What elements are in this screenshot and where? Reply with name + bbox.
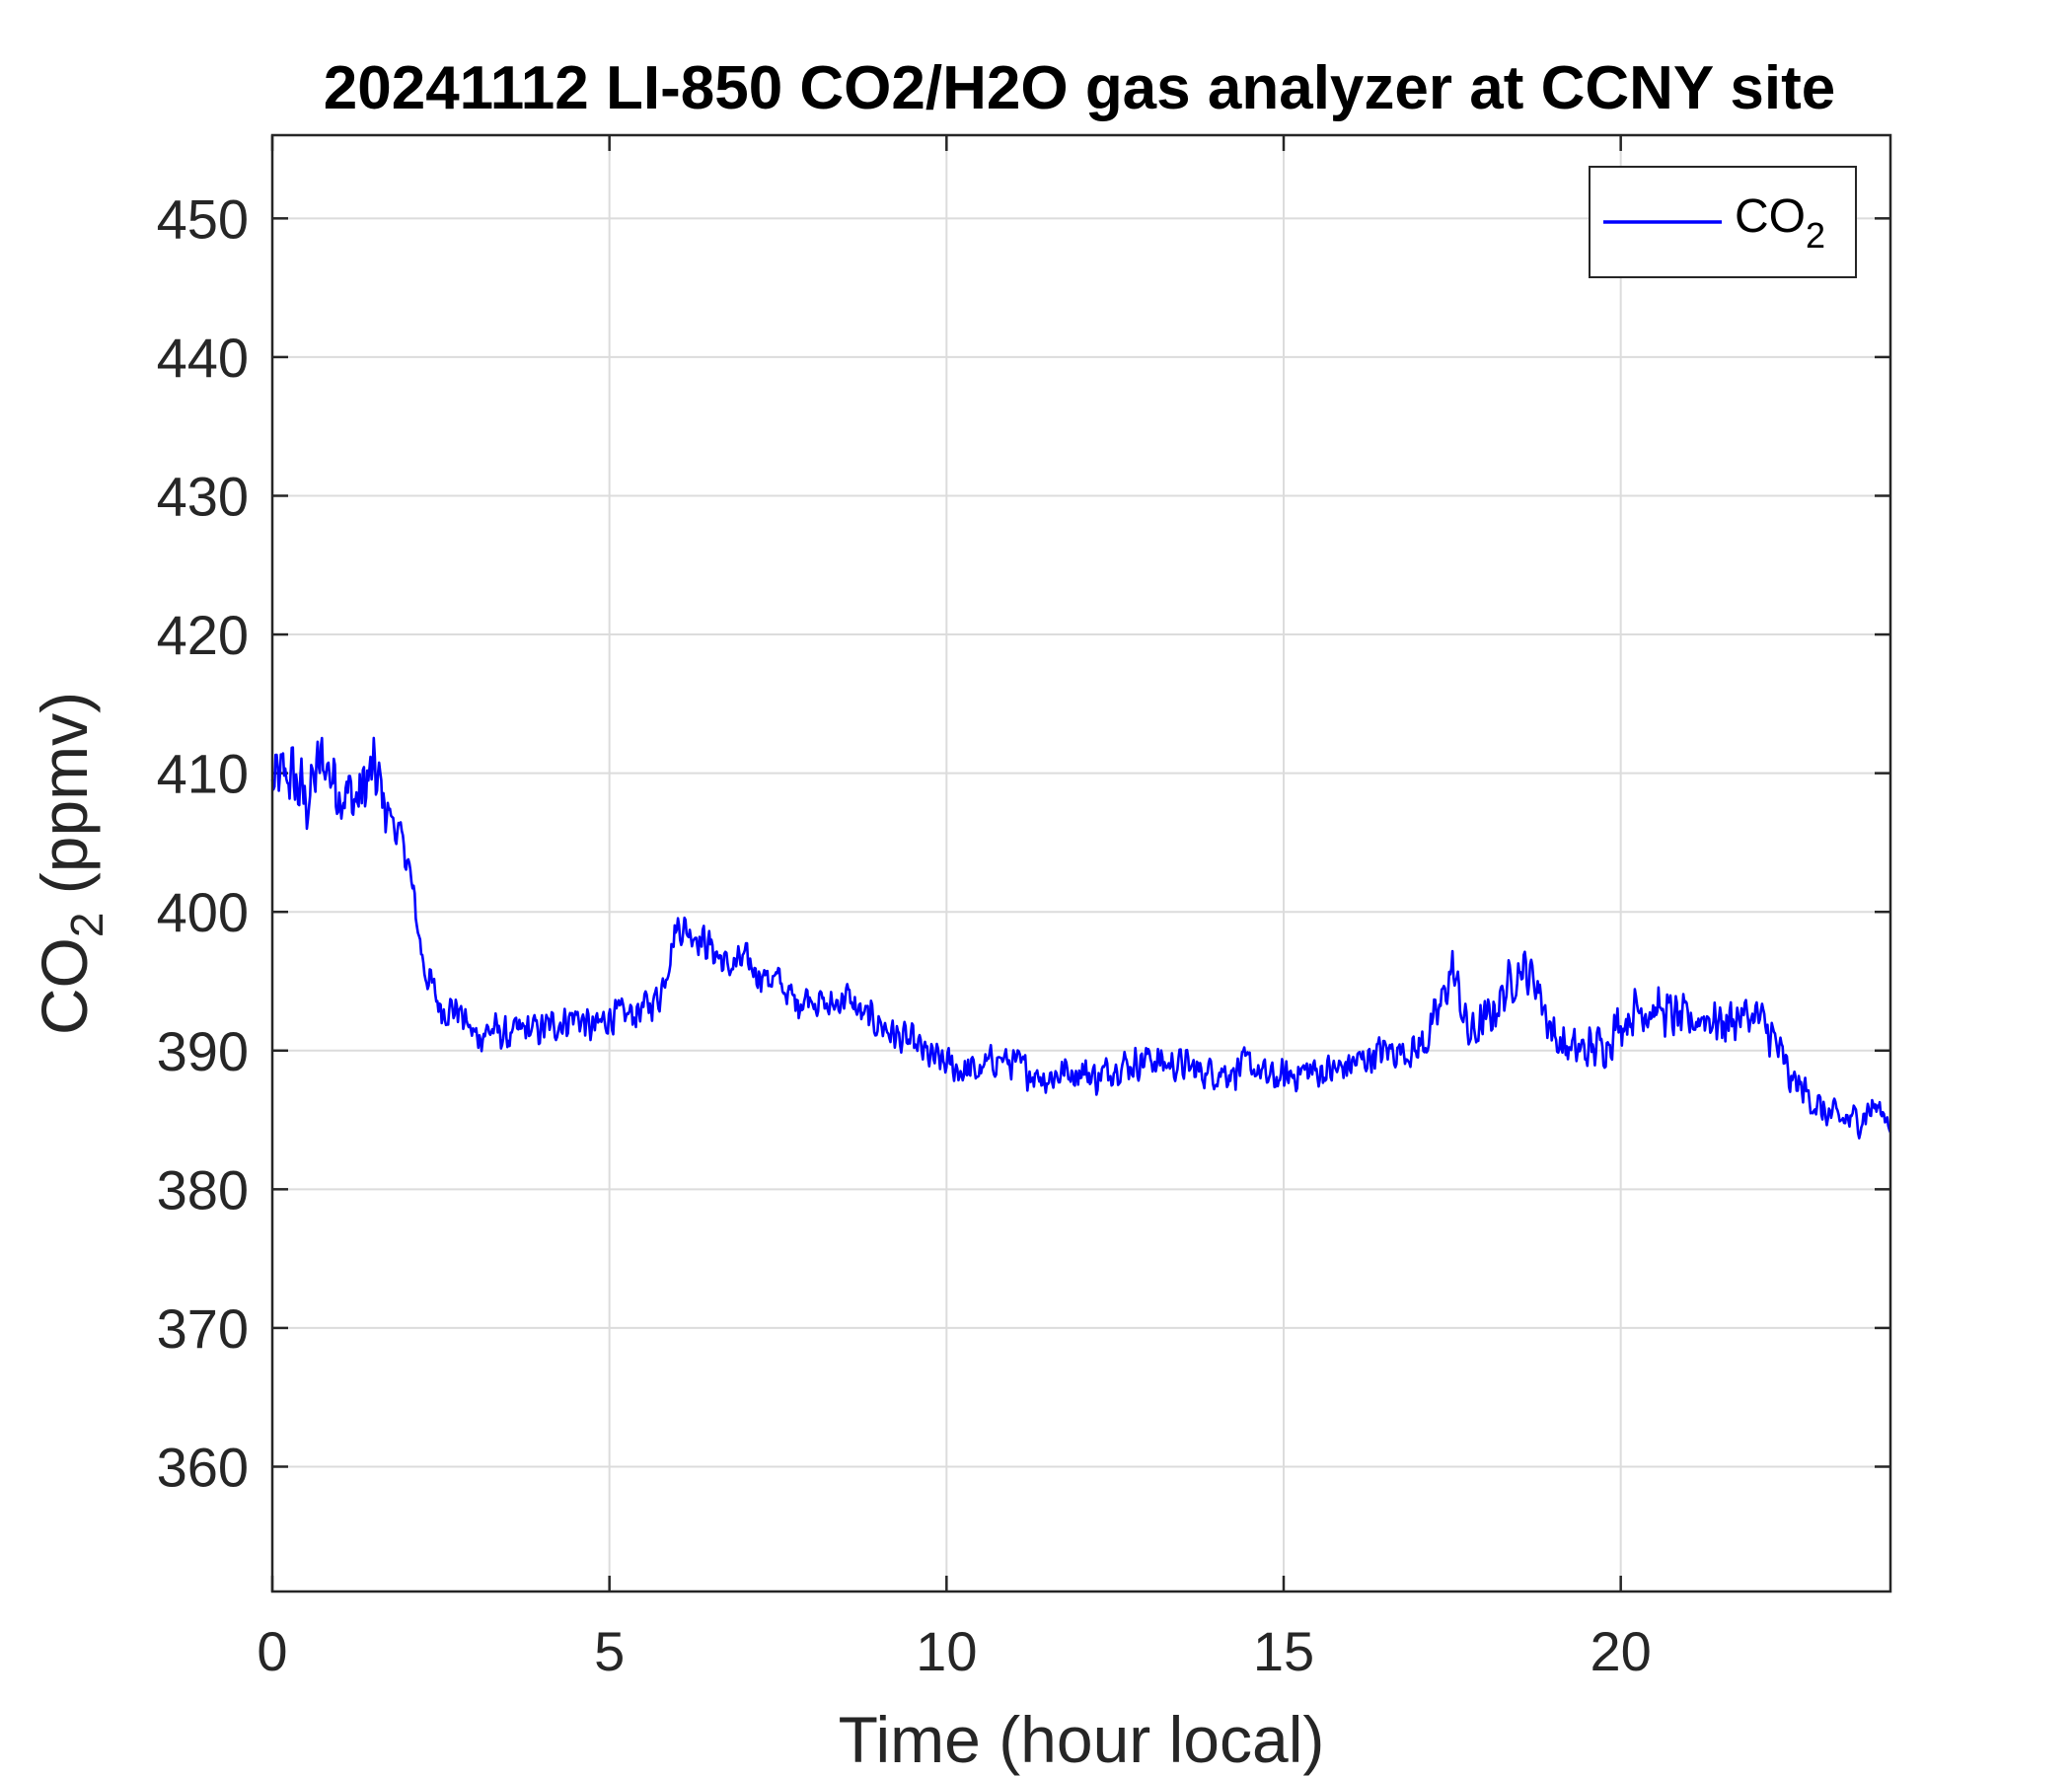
x-axis-label: Time (hour local) — [839, 1703, 1325, 1776]
y-tick-label: 450 — [157, 187, 249, 250]
x-tick-label: 0 — [257, 1620, 287, 1682]
x-tick-label: 15 — [1253, 1620, 1314, 1682]
plot-frame — [270, 133, 1892, 1593]
y-axis-label-main: CO — [28, 937, 101, 1035]
x-tick-label: 20 — [1591, 1620, 1652, 1682]
y-tick-label: 420 — [157, 604, 249, 666]
y-tick-label: 410 — [157, 743, 249, 805]
plot-area — [272, 135, 1890, 1591]
y-tick-label: 360 — [157, 1436, 249, 1498]
y-axis-label-subscript: 2 — [61, 913, 112, 938]
co2-series-line — [270, 736, 1892, 1140]
y-tick-label: 390 — [157, 1020, 249, 1082]
y-tick-label: 380 — [157, 1158, 249, 1221]
data-layer — [270, 736, 1892, 1140]
legend-label: CO2 — [1735, 190, 1825, 256]
y-axis-label-suffix: (ppmv) — [28, 692, 101, 913]
legend-label-main: CO — [1735, 190, 1806, 243]
tick-layer: 0 5 10 15 20 360 370 380 390 400 410 420 430 440 450 — [157, 135, 1890, 1682]
x-tick-label: 10 — [916, 1620, 977, 1682]
y-tick-label: 370 — [157, 1297, 249, 1360]
legend-label-subscript: 2 — [1806, 215, 1825, 256]
y-tick-label: 440 — [157, 327, 249, 389]
chart-title: 20241112 LI-850 CO2/H2O gas analyzer at … — [324, 54, 1835, 122]
y-axis-label: CO2 (ppmv) — [28, 692, 112, 1035]
grid-layer — [271, 135, 1890, 1591]
y-tick-label: 400 — [157, 881, 249, 943]
y-tick-label: 430 — [157, 465, 249, 527]
x-tick-label: 5 — [594, 1620, 625, 1682]
legend: CO2 — [1589, 166, 1857, 278]
